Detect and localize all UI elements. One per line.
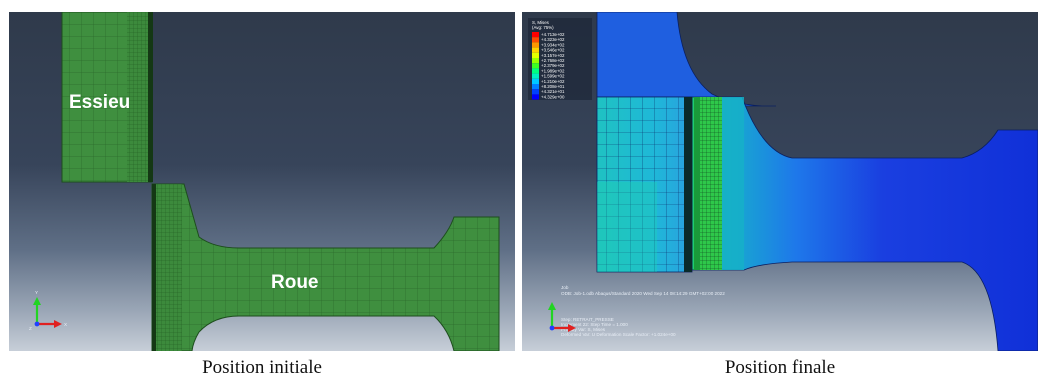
legend-swatch — [532, 63, 539, 69]
svg-text:S, Mises: S, Mises — [532, 20, 550, 25]
legend-value: +4.323e+02 — [541, 37, 565, 42]
wheel-contour — [596, 12, 1038, 351]
legend-swatch — [532, 32, 539, 38]
legend-value: +2.768e+02 — [541, 58, 565, 63]
legend-value: +4.713e+02 — [541, 32, 565, 37]
contour-view-final: S, Mises (Avg: 75%) +4.713e+02+4.323e+02… — [528, 12, 1038, 351]
axle-contour — [596, 96, 693, 273]
legend-swatch — [532, 47, 539, 53]
svg-text:ODB: Job-1.odb Abaqus/Stand: ODB: Job-1.odb Abaqus/Standard 2020 Wed … — [561, 291, 725, 296]
legend-value: +4.321e+01 — [541, 89, 565, 94]
svg-text:Increment 22: Step Time =: Increment 22: Step Time = 1.000 — [561, 322, 628, 327]
svg-text:Deformed Var: U Deformation: Deformed Var: U Deformation Scale Factor… — [561, 332, 676, 337]
svg-text:X: X — [64, 322, 67, 327]
viewport-final[interactable]: S, Mises (Avg: 75%) +4.713e+02 +4.323e+02… — [522, 12, 1038, 351]
legend-value: +3.546e+02 — [541, 48, 565, 53]
legend-swatch — [532, 52, 539, 58]
wheel-mesh — [151, 183, 500, 351]
svg-text:Primary Var: S, Mises: Primary Var: S, Mises — [561, 327, 606, 332]
legend-value: +2.379e+02 — [541, 63, 565, 68]
job-info: Job ODB: Job-1.odb Abaqus/Standard 2020 … — [561, 285, 725, 337]
caption-final: Position finale — [724, 357, 836, 378]
axis-triad-icon: Y X Z — [29, 290, 67, 331]
axle-label: Essieu — [69, 92, 130, 113]
legend-value: +3.157e+02 — [541, 53, 565, 58]
legend-value: +1.599e+02 — [541, 74, 565, 79]
stress-legend: S, Mises (Avg: 75%) +4.713e+02+4.323e+02… — [528, 18, 592, 100]
legend-swatch — [532, 73, 539, 79]
legend-value: +1.210e+02 — [541, 79, 565, 84]
legend-swatch — [532, 42, 539, 48]
legend-swatch — [532, 37, 539, 43]
legend-value: +3.934e+02 — [541, 42, 565, 47]
legend-swatch — [532, 58, 539, 64]
legend-swatch — [532, 94, 539, 100]
caption-initial: Position initiale — [202, 357, 322, 378]
svg-text:Z: Z — [29, 326, 32, 331]
svg-text:Y: Y — [35, 290, 38, 295]
legend-swatch — [532, 89, 539, 95]
legend-value: +4.329e+00 — [541, 94, 565, 99]
wheel-label: Roue — [271, 272, 319, 293]
legend-swatch — [532, 68, 539, 74]
axle-mesh — [61, 12, 153, 183]
svg-text:(Avg: 75%): (Avg: 75%) — [532, 25, 554, 30]
svg-text:Job: Job — [561, 285, 569, 290]
mesh-view-initial: Essieu Roue Y X Z — [29, 12, 500, 351]
legend-value: +1.989e+02 — [541, 68, 565, 73]
viewport-initial[interactable]: Essieu Roue Y X Z — [9, 12, 515, 351]
legend-swatch — [532, 84, 539, 90]
svg-text:Step: RETRAIT_PRESSE: Step: RETRAIT_PRESSE — [561, 317, 614, 322]
legend-value: +8.208e+01 — [541, 84, 565, 89]
legend-swatch — [532, 78, 539, 84]
axis-triad-icon — [548, 302, 576, 332]
